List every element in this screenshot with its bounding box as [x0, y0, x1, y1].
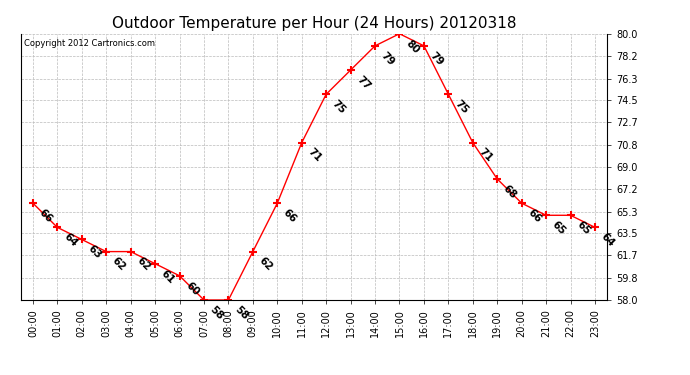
Title: Outdoor Temperature per Hour (24 Hours) 20120318: Outdoor Temperature per Hour (24 Hours) …: [112, 16, 516, 31]
Text: 75: 75: [453, 98, 470, 116]
Text: 60: 60: [184, 280, 201, 297]
Text: 66: 66: [526, 207, 543, 225]
Text: 79: 79: [380, 50, 397, 68]
Text: 58: 58: [208, 304, 226, 321]
Text: 79: 79: [428, 50, 446, 68]
Text: 65: 65: [575, 219, 592, 237]
Text: 58: 58: [233, 304, 250, 321]
Text: 77: 77: [355, 74, 373, 92]
Text: 66: 66: [282, 207, 299, 225]
Text: 66: 66: [37, 207, 55, 225]
Text: 68: 68: [502, 183, 519, 201]
Text: Copyright 2012 Cartronics.com: Copyright 2012 Cartronics.com: [23, 39, 155, 48]
Text: 65: 65: [550, 219, 568, 237]
Text: 80: 80: [404, 38, 421, 55]
Text: 71: 71: [306, 147, 324, 164]
Text: 63: 63: [86, 244, 104, 261]
Text: 62: 62: [135, 256, 152, 273]
Text: 71: 71: [477, 147, 494, 164]
Text: 64: 64: [599, 231, 617, 249]
Text: 75: 75: [331, 98, 348, 116]
Text: 62: 62: [110, 256, 128, 273]
Text: 62: 62: [257, 256, 275, 273]
Text: 64: 64: [61, 231, 79, 249]
Text: 61: 61: [159, 268, 177, 285]
